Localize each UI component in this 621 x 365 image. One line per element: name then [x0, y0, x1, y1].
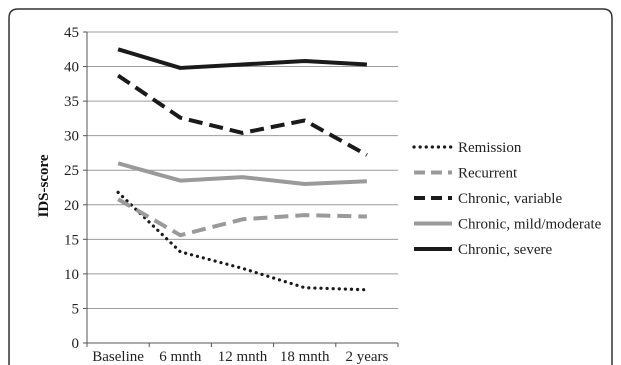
series-line-recurrent [117, 197, 367, 238]
y-tick-label: 10 [64, 267, 79, 283]
x-tick-label: 2 years [345, 349, 388, 365]
y-tick-label: 45 [64, 25, 79, 41]
y-tick-label: 40 [64, 60, 79, 76]
chart-border [8, 8, 613, 365]
y-tick-label: 15 [64, 232, 79, 248]
y-tick-label: 30 [64, 129, 79, 145]
x-tick-label: 6 mnth [159, 349, 202, 365]
x-tick-labels: Baseline 6 mnth 12 mnth 18 mnth 2 years [92, 349, 388, 365]
series-line-chronic-severe [117, 47, 368, 70]
series-lines [116, 47, 369, 292]
x-tick-label: 12 mnth [218, 349, 268, 365]
y-axis-title: IDS-score [36, 154, 52, 217]
grid-lines [87, 31, 398, 309]
legend-label: Chronic, severe [458, 242, 552, 258]
axes [83, 31, 399, 347]
legend: Remission Recurrent Chronic, variable Chron… [412, 140, 602, 258]
x-tick-label: Baseline [92, 349, 144, 365]
y-tick-label: 25 [64, 163, 79, 179]
y-tick-label: 0 [72, 336, 80, 352]
y-tick-label: 35 [64, 94, 79, 110]
legend-label: Chronic, mild/moderate [458, 217, 602, 233]
legend-label: Recurrent [458, 166, 518, 182]
y-tick-label: 5 [72, 301, 80, 317]
x-tick-label: 18 mnth [280, 349, 330, 365]
y-tick-label: 20 [64, 198, 79, 214]
legend-label: Chronic, variable [458, 191, 562, 207]
series-line-chronic-variable [116, 73, 368, 157]
y-tick-labels: 0 5 10 15 20 25 30 35 40 45 [64, 25, 79, 352]
series-line-chronic-mild-moderate [117, 161, 367, 187]
legend-label: Remission [458, 140, 522, 156]
series-line-remission [116, 190, 369, 292]
